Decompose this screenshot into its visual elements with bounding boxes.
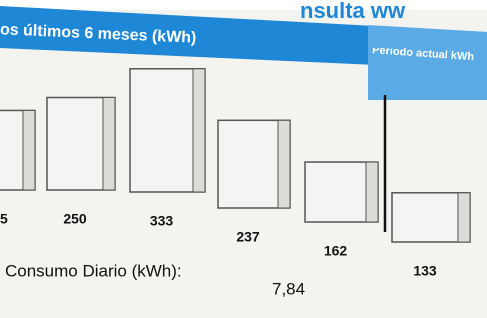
bar-side xyxy=(193,69,205,192)
value-label: 162 xyxy=(324,243,348,259)
value-label: 250 xyxy=(63,211,87,227)
current-period-wrap: Periodo actual kWh xyxy=(372,48,482,88)
value-label: 133 xyxy=(413,263,437,279)
bar-side xyxy=(366,162,378,222)
value-label: 5 xyxy=(0,211,8,227)
bar-side xyxy=(103,98,115,191)
top-strip xyxy=(0,0,487,10)
bar-side xyxy=(458,193,470,242)
daily-label: Consumo Diario (kWh): xyxy=(5,261,182,280)
bar-side xyxy=(23,110,35,190)
bar-side xyxy=(278,120,290,208)
value-label: 333 xyxy=(150,213,174,229)
chart: nsulta ww os últimos 6 meses (kWh) Perio… xyxy=(0,0,487,318)
current-period-label: Periodo actual kWh xyxy=(372,48,482,65)
value-label: 237 xyxy=(236,229,260,245)
header-fragment: nsulta ww xyxy=(300,0,406,23)
daily-value: 7,84 xyxy=(272,279,305,298)
